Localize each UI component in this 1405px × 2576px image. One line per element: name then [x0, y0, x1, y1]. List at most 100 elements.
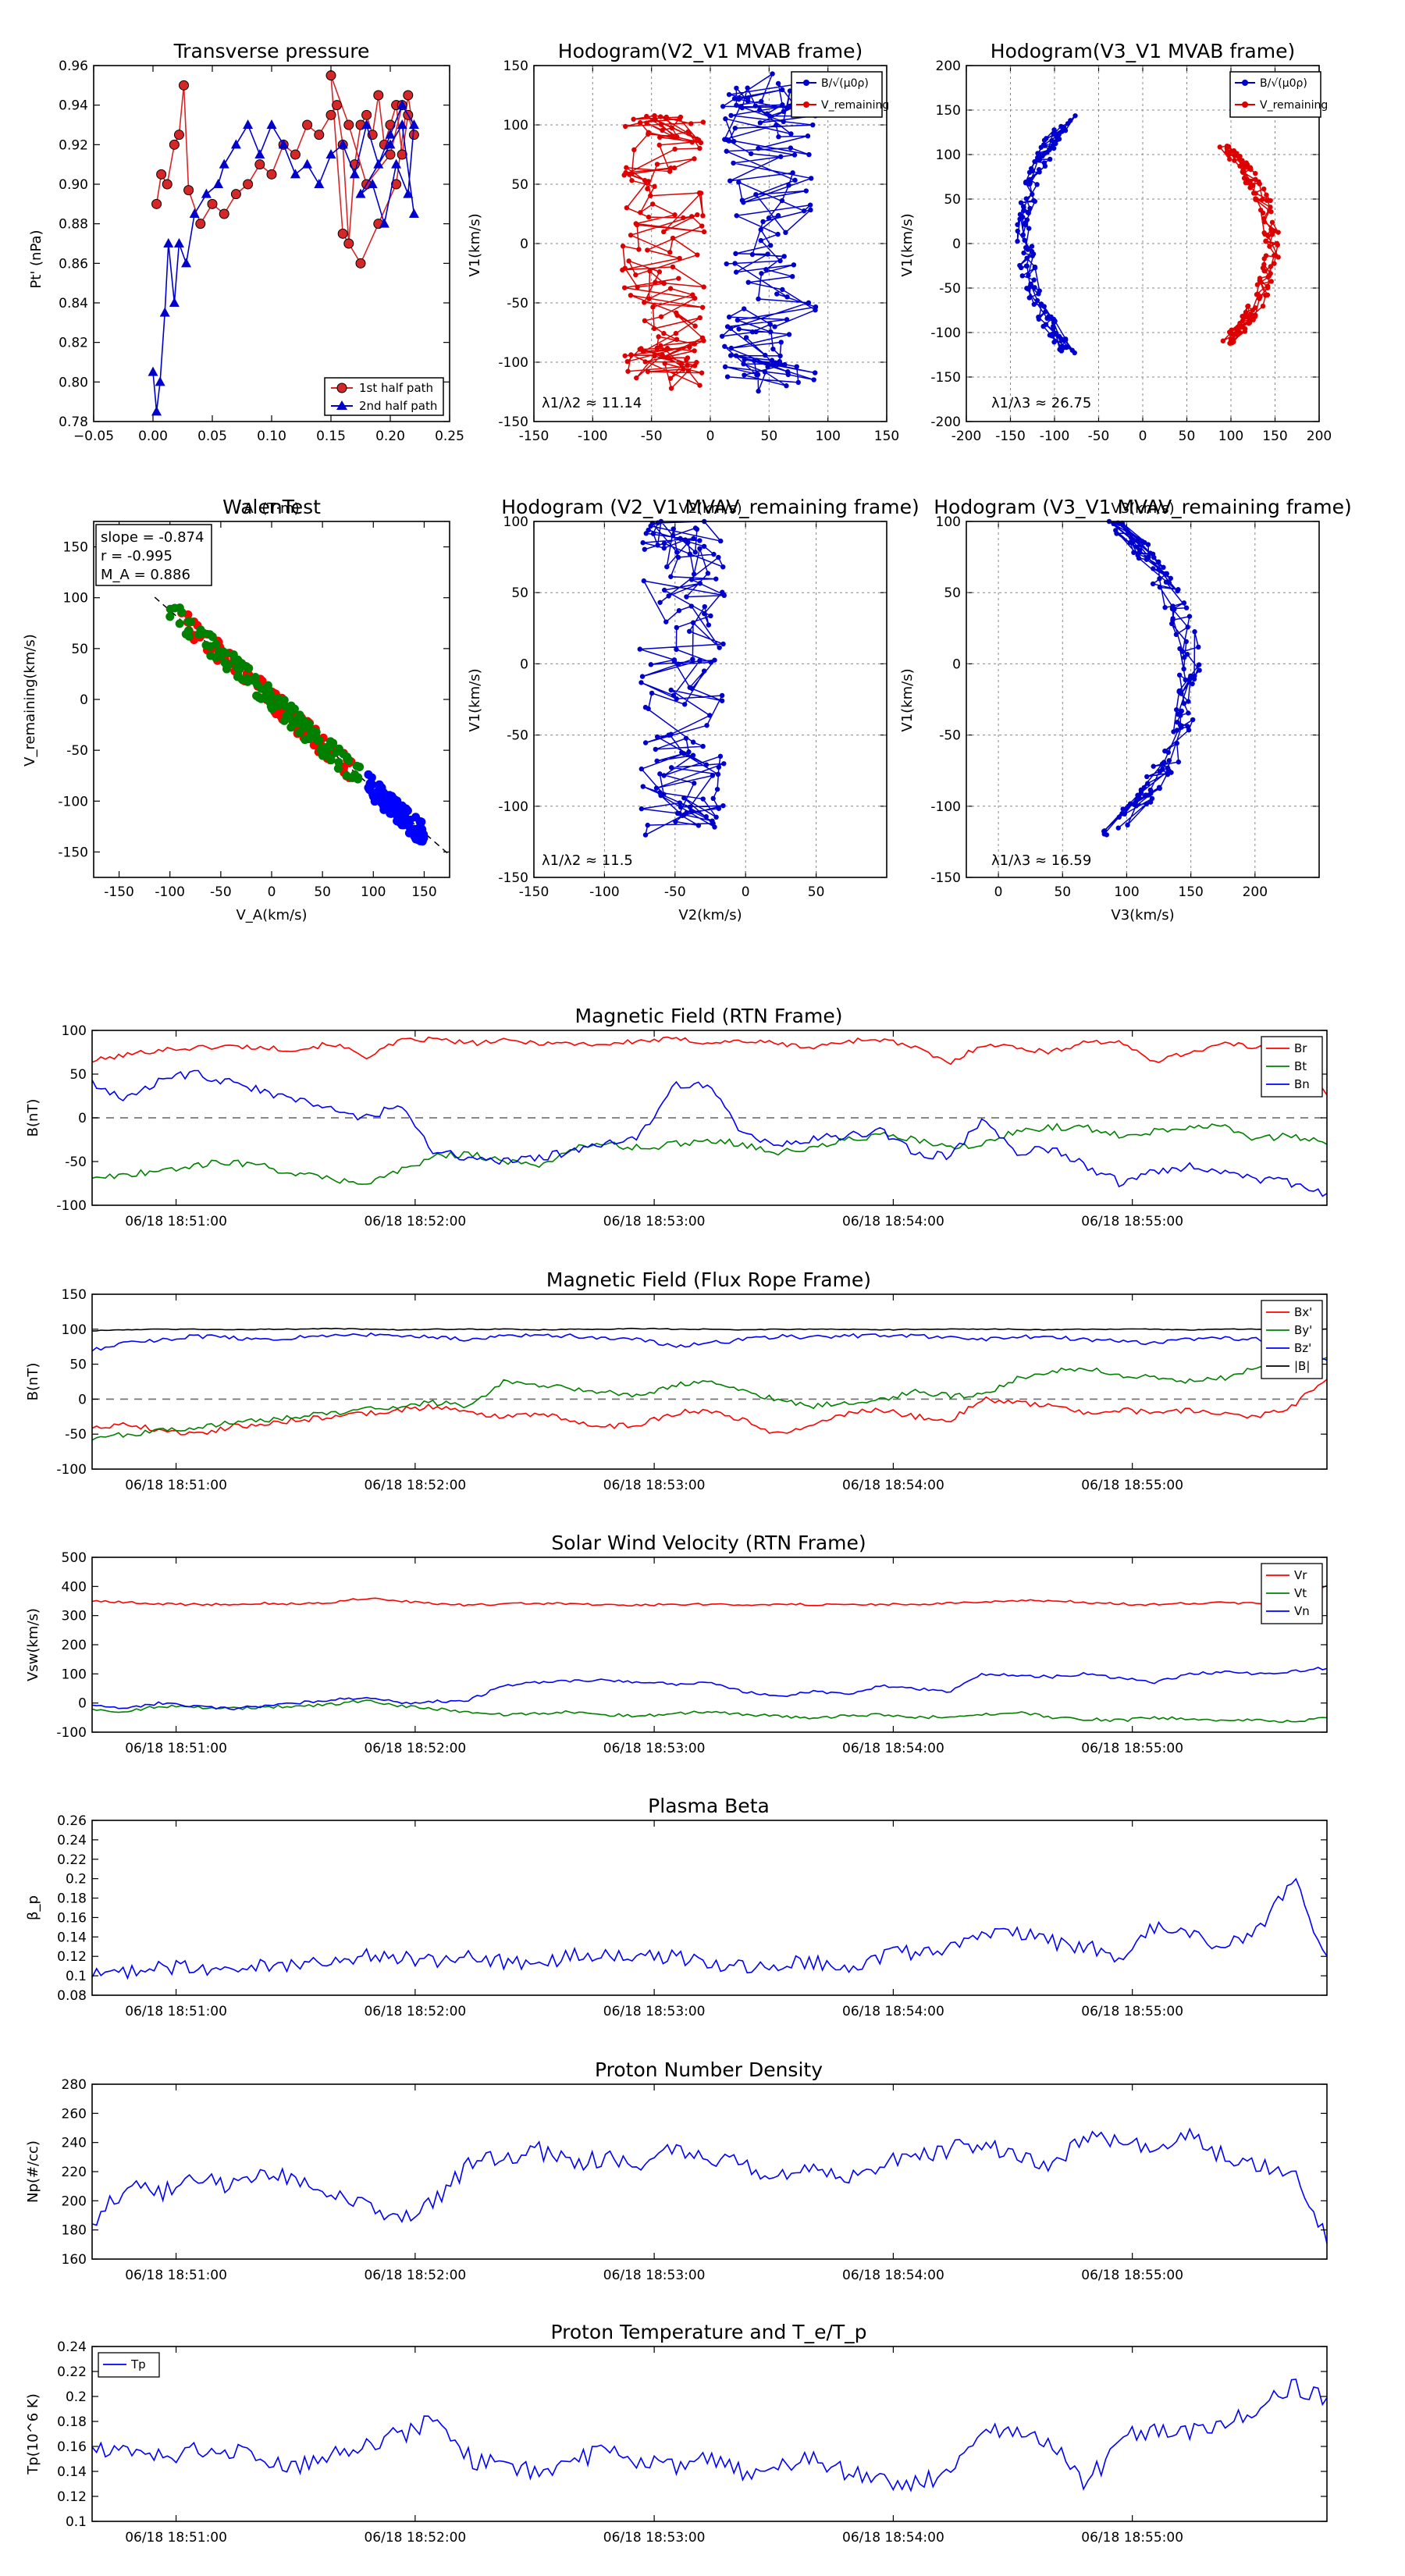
- hodogram-point: [678, 361, 685, 368]
- hodogram-point: [653, 279, 658, 285]
- hodogram-point: [675, 554, 681, 560]
- hodogram-point: [1234, 332, 1240, 337]
- y-tick-label: 100: [936, 148, 961, 163]
- xlabel-hodogram-v3v1-mvav: V3(km/s): [1111, 907, 1174, 923]
- hodogram-point: [1147, 787, 1154, 793]
- hodogram-point: [1236, 156, 1242, 162]
- hodogram-point: [786, 183, 791, 188]
- y-tick-label: 0: [520, 237, 528, 252]
- hodogram-point: [1157, 585, 1163, 590]
- data-point-2nd-half: [201, 188, 212, 198]
- hodogram-point: [661, 587, 667, 593]
- hodogram-point: [1232, 153, 1237, 158]
- hodogram-point: [656, 269, 663, 275]
- title-proton-density: Proton Number Density: [595, 2058, 823, 2081]
- hodogram-point: [1015, 238, 1020, 244]
- hodogram-point: [784, 105, 790, 111]
- hodogram-point: [1017, 216, 1023, 222]
- walen-point-green: [290, 704, 299, 713]
- hodogram-point: [648, 662, 654, 667]
- hodogram-point: [1161, 564, 1166, 571]
- hodogram-point: [670, 235, 676, 241]
- series-line-Tp: [91, 2379, 1328, 2492]
- legend-hodogram-v3v1-mvab: B/√(μ0ρ) V_remaining: [1229, 71, 1328, 118]
- legend-label-Vt: Vt: [1294, 1586, 1307, 1600]
- x-tick-label: 06/18 18:51:00: [125, 2530, 227, 2546]
- hodogram-point: [642, 704, 649, 710]
- y-tick-label: 0.18: [57, 2414, 87, 2430]
- x-tick-label: 06/18 18:51:00: [125, 1214, 227, 1229]
- data-point-2nd-half: [367, 179, 378, 188]
- hodogram-point: [1197, 667, 1202, 673]
- y-tick-label: 0.86: [59, 256, 88, 272]
- hodogram-point: [1030, 191, 1035, 197]
- y-tick-label: 50: [944, 192, 961, 208]
- y-tick-label: -150: [498, 870, 528, 886]
- hodogram-point: [1144, 801, 1150, 806]
- x-tick-label: 0: [706, 429, 715, 444]
- hodogram-point: [1227, 340, 1232, 346]
- hodogram-point: [1156, 567, 1161, 572]
- x-tick-label: 0: [1139, 429, 1147, 444]
- hodogram-point: [697, 546, 702, 551]
- hodogram-point: [701, 543, 707, 550]
- hodogram-point: [743, 335, 749, 340]
- walen-stats-box: slope = -0.874 r = -0.995 M_A = 0.886: [95, 524, 212, 586]
- hodogram-point: [678, 535, 683, 542]
- hodogram-point: [680, 813, 685, 819]
- ylabel-hodogram-v2v1-mvab: V1(km/s): [467, 213, 483, 276]
- hodogram-point: [1116, 814, 1122, 820]
- hodogram-point: [756, 388, 761, 394]
- data-point-1st-half: [254, 159, 265, 170]
- x-tick-label: 06/18 18:51:00: [125, 2004, 227, 2019]
- hodogram-point: [689, 140, 695, 145]
- hodogram-point: [1126, 803, 1131, 809]
- x-tick-label: 06/18 18:54:00: [842, 2268, 944, 2283]
- x-tick-label: 06/18 18:53:00: [603, 2530, 706, 2546]
- hodogram-point: [691, 571, 697, 577]
- hodogram-point: [719, 692, 725, 699]
- title-magnetic-field-flux-rope: Magnetic Field (Flux Rope Frame): [546, 1268, 871, 1291]
- y-tick-label: 220: [62, 2165, 87, 2180]
- hodogram-point: [685, 368, 692, 374]
- hodogram-point: [779, 197, 785, 204]
- hodogram-point: [1257, 181, 1262, 187]
- hodogram-point: [642, 359, 648, 365]
- y-tick-label: 0.16: [57, 2439, 87, 2455]
- hodogram-point: [1253, 190, 1258, 196]
- axes-frame: [533, 65, 887, 422]
- hodogram-point: [805, 133, 811, 139]
- hodogram-point: [1161, 761, 1166, 767]
- y-tick-label: 0: [78, 1392, 87, 1407]
- hodogram-point: [794, 364, 799, 369]
- y-tick-label: 0.82: [59, 336, 88, 351]
- hodogram-point: [1175, 588, 1180, 594]
- hodogram-point: [720, 641, 726, 647]
- hodogram-point: [1111, 521, 1116, 527]
- hodogram-point: [1257, 279, 1263, 284]
- hodogram-point: [1247, 185, 1253, 190]
- walen-point-green: [222, 664, 231, 674]
- data-point-2nd-half: [397, 119, 407, 129]
- hodogram-point: [677, 255, 682, 262]
- walen-point-green: [229, 650, 238, 660]
- walen-point-green: [252, 680, 261, 689]
- legend-label-Bz': Bz': [1294, 1341, 1311, 1355]
- hodogram-point: [633, 221, 638, 226]
- x-tick-label: -150: [104, 884, 134, 900]
- panel-plasma-beta: Plasma Beta β_p 0.080.10.120.140.160.180…: [25, 1795, 1328, 2019]
- hodogram-point: [638, 210, 643, 215]
- hodogram-point: [1058, 337, 1065, 343]
- data-point-1st-half: [173, 130, 184, 141]
- hodogram-point: [1021, 250, 1026, 256]
- y-tick-label: -50: [65, 1427, 87, 1443]
- legend-label-|B|: |B|: [1294, 1359, 1310, 1373]
- hodogram-point: [652, 183, 657, 190]
- hodogram-point: [645, 247, 650, 253]
- series-line-Bt: [91, 1123, 1328, 1185]
- hodogram-point: [697, 145, 702, 151]
- hodogram-point: [1187, 676, 1193, 681]
- walen-point-blue: [397, 807, 407, 817]
- series-line-Vr: [91, 1585, 1328, 1607]
- y-tick-label: -150: [498, 415, 528, 430]
